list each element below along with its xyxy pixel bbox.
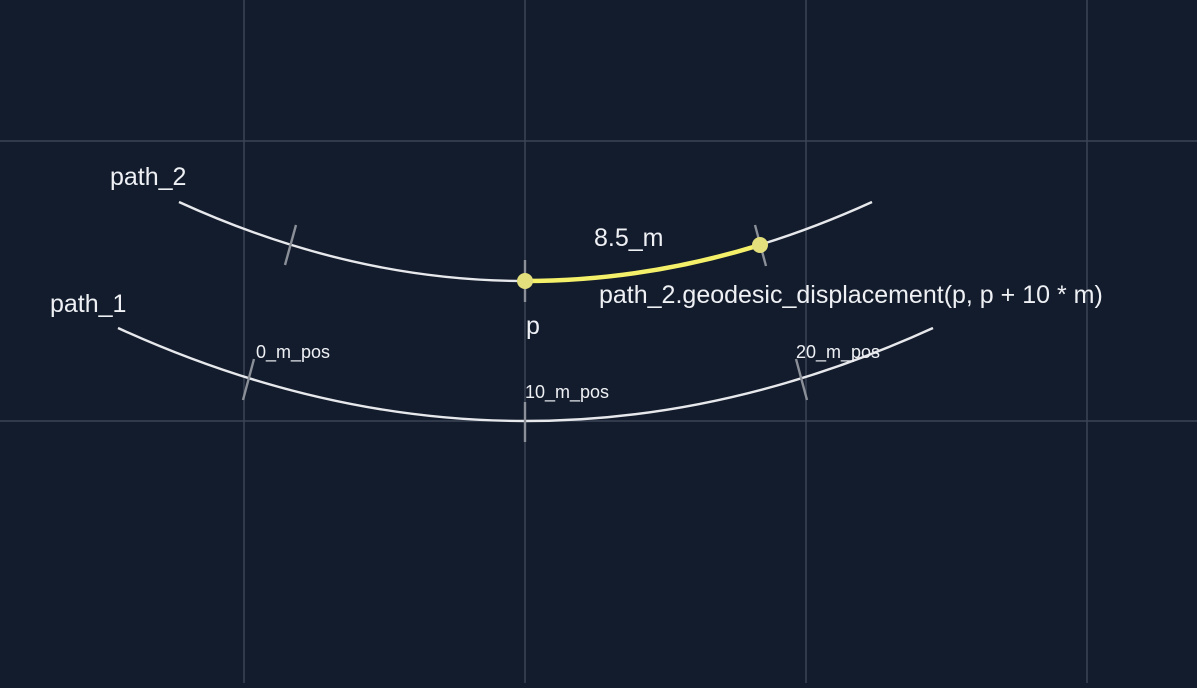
pos-label-20: 20_m_pos: [796, 342, 880, 363]
path-1-label: path_1: [50, 290, 126, 318]
path-2-label: path_2: [110, 163, 186, 191]
pos-label-10: 10_m_pos: [525, 382, 609, 403]
path-1-tick-0: [241, 358, 256, 401]
distance-label: 8.5_m: [594, 224, 663, 252]
point-p-label: p: [526, 312, 540, 340]
pos-label-0: 0_m_pos: [256, 342, 330, 363]
point-p: [517, 273, 533, 289]
geodesic-displacement-highlight: [522, 242, 763, 284]
point-p-plus-10m: [752, 237, 768, 253]
expression-label: path_2.geodesic_displacement(p, p + 10 *…: [599, 281, 1103, 309]
path-1-tick-20: [794, 358, 809, 401]
path-2-tick: [283, 224, 298, 266]
